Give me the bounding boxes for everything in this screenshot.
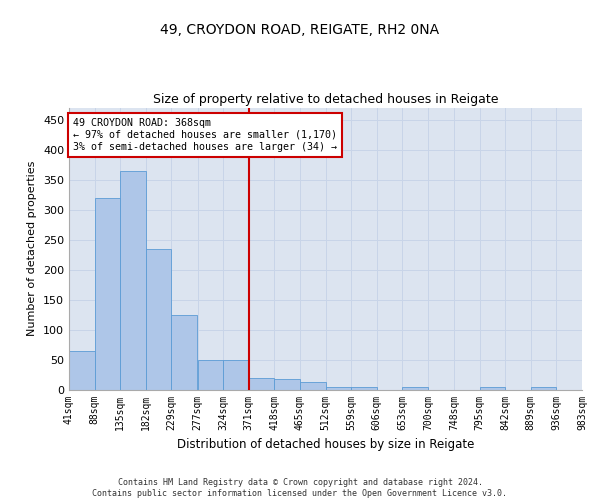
Bar — [274, 379, 300, 390]
Title: Size of property relative to detached houses in Reigate: Size of property relative to detached ho… — [153, 94, 498, 106]
Bar — [300, 382, 325, 390]
Bar — [325, 387, 351, 390]
Bar — [120, 170, 146, 390]
Bar — [479, 387, 505, 390]
Bar — [95, 198, 120, 390]
Y-axis label: Number of detached properties: Number of detached properties — [28, 161, 37, 336]
Bar — [223, 360, 249, 390]
Bar — [146, 249, 172, 390]
Text: 49, CROYDON ROAD, REIGATE, RH2 0NA: 49, CROYDON ROAD, REIGATE, RH2 0NA — [160, 22, 440, 36]
Bar — [197, 360, 223, 390]
Bar — [351, 387, 377, 390]
Bar — [172, 315, 197, 390]
Bar — [582, 387, 600, 390]
Bar — [531, 387, 556, 390]
Bar — [69, 351, 95, 390]
Text: 49 CROYDON ROAD: 368sqm
← 97% of detached houses are smaller (1,170)
3% of semi-: 49 CROYDON ROAD: 368sqm ← 97% of detache… — [73, 118, 337, 152]
Text: Contains HM Land Registry data © Crown copyright and database right 2024.
Contai: Contains HM Land Registry data © Crown c… — [92, 478, 508, 498]
Bar — [402, 387, 428, 390]
X-axis label: Distribution of detached houses by size in Reigate: Distribution of detached houses by size … — [177, 438, 474, 452]
Bar — [249, 378, 274, 390]
